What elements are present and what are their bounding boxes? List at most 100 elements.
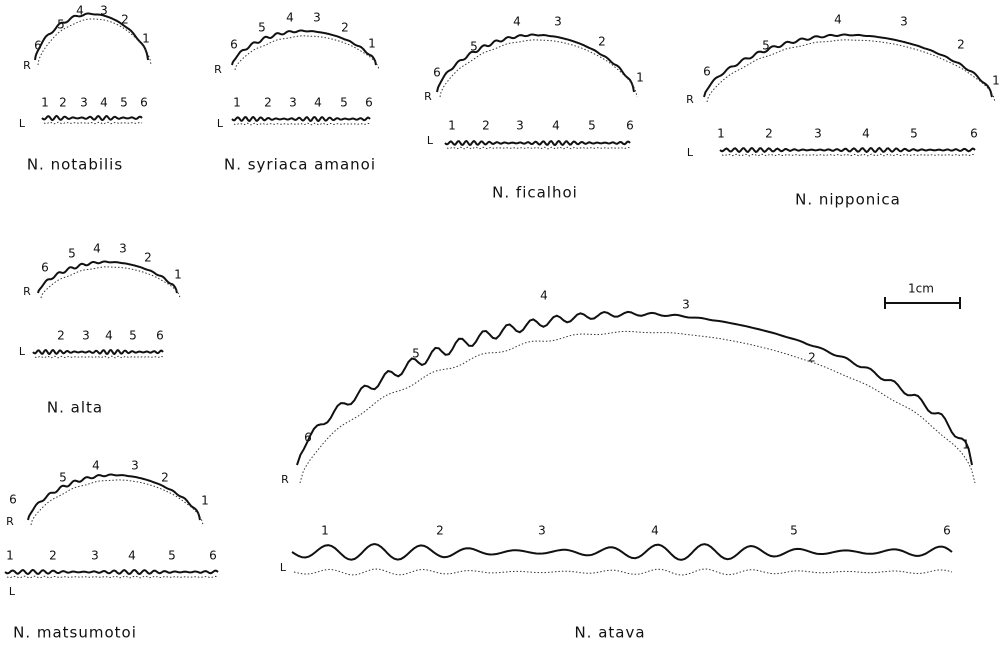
left-number: 6 — [970, 127, 978, 141]
right-number: 6 — [304, 431, 312, 445]
right-number: 5 — [470, 40, 478, 54]
left-side-label: L — [19, 345, 26, 358]
left-outline — [42, 116, 142, 120]
right-number: 4 — [92, 459, 100, 473]
species-name: N. matsumotoi — [13, 624, 137, 642]
left-side-label: L — [280, 561, 287, 574]
left-outline-dotted — [44, 122, 142, 124]
right-outline — [297, 312, 972, 465]
left-number: 2 — [765, 127, 773, 141]
right-number: 6 — [41, 261, 49, 275]
left-number: 4 — [314, 96, 322, 110]
left-outline — [232, 117, 370, 121]
left-number: 1 — [717, 127, 725, 141]
right-number: 2 — [341, 21, 349, 35]
left-outline-dotted — [447, 147, 630, 149]
left-number: 2 — [57, 329, 65, 343]
right-number: 3 — [119, 242, 127, 256]
right-number: 6 — [703, 65, 711, 79]
left-number: 4 — [128, 549, 136, 563]
species-name: N. alta — [47, 399, 103, 417]
species-name: N. atava — [574, 624, 645, 642]
right-number: 2 — [957, 38, 965, 52]
right-side-label: R — [23, 285, 31, 298]
right-number: 3 — [131, 459, 139, 473]
left-side-label: L — [9, 585, 16, 598]
left-number: 5 — [790, 524, 798, 538]
right-outline-dotted — [38, 19, 151, 65]
left-number: 3 — [814, 127, 822, 141]
species-name: N. nipponica — [795, 191, 901, 209]
left-outline-dotted — [294, 569, 952, 575]
right-number: 4 — [834, 13, 842, 27]
left-number: 6 — [365, 96, 373, 110]
left-number: 3 — [538, 524, 546, 538]
scale-label: 1cm — [908, 282, 934, 296]
left-outline-dotted — [234, 123, 370, 125]
right-number: 2 — [161, 471, 169, 485]
right-number: 3 — [100, 4, 108, 18]
left-outline-dotted — [722, 154, 975, 156]
right-outline-dotted — [707, 40, 995, 102]
right-number: 1 — [992, 74, 1000, 88]
right-side-label: R — [686, 93, 694, 106]
figure: 1cm RL654321123456N. notabilisRL65432112… — [0, 0, 1002, 643]
left-number: 2 — [49, 549, 57, 563]
right-outline-dotted — [235, 36, 379, 70]
left-number: 3 — [516, 119, 524, 133]
left-outline-dotted — [7, 576, 218, 578]
right-number: 1 — [174, 268, 182, 282]
left-number: 6 — [140, 96, 148, 110]
right-number: 3 — [682, 298, 690, 312]
right-number: 4 — [286, 11, 294, 25]
left-number: 4 — [552, 119, 560, 133]
right-number: 5 — [762, 39, 770, 53]
left-side-label: L — [687, 146, 694, 159]
left-number: 5 — [910, 127, 918, 141]
species-name: N. ficalhoi — [492, 184, 578, 202]
right-number: 4 — [76, 4, 84, 18]
left-number: 6 — [626, 119, 634, 133]
left-number: 3 — [289, 96, 297, 110]
right-number: 3 — [313, 11, 321, 25]
left-number: 6 — [209, 549, 217, 563]
right-number: 1 — [142, 32, 150, 46]
right-number: 5 — [258, 21, 266, 35]
right-number: 6 — [433, 66, 441, 80]
left-outline — [720, 148, 975, 152]
left-number: 4 — [105, 329, 113, 343]
left-number: 1 — [41, 96, 49, 110]
left-number: 1 — [6, 549, 14, 563]
right-side-label: R — [214, 63, 222, 76]
left-number: 2 — [436, 524, 444, 538]
right-number: 2 — [121, 13, 129, 27]
right-number: 2 — [808, 351, 816, 365]
left-number: 5 — [129, 329, 137, 343]
right-side-label: R — [281, 473, 289, 486]
left-number: 3 — [91, 549, 99, 563]
left-outline — [445, 141, 630, 145]
left-number: 2 — [264, 96, 272, 110]
right-number: 2 — [144, 251, 152, 265]
left-number: 1 — [233, 96, 241, 110]
left-number: 5 — [168, 549, 176, 563]
left-side-label: L — [217, 117, 224, 130]
left-number: 5 — [588, 119, 596, 133]
right-outline-dotted — [31, 480, 203, 525]
right-number: 1 — [368, 37, 376, 51]
left-number: 3 — [80, 96, 88, 110]
right-outline — [28, 475, 200, 521]
right-number: 6 — [34, 39, 42, 53]
left-side-label: L — [427, 134, 434, 147]
right-number: 4 — [513, 15, 521, 29]
species-name: N. syriaca amanoi — [224, 156, 376, 174]
left-number: 2 — [59, 96, 67, 110]
right-side-label: R — [23, 59, 31, 72]
right-number: 5 — [57, 18, 65, 32]
right-number: 6 — [230, 38, 238, 52]
left-number: 1 — [448, 119, 456, 133]
left-outline — [292, 544, 952, 560]
right-number: 6 — [9, 493, 17, 507]
left-number: 4 — [862, 127, 870, 141]
right-outline — [704, 35, 992, 98]
